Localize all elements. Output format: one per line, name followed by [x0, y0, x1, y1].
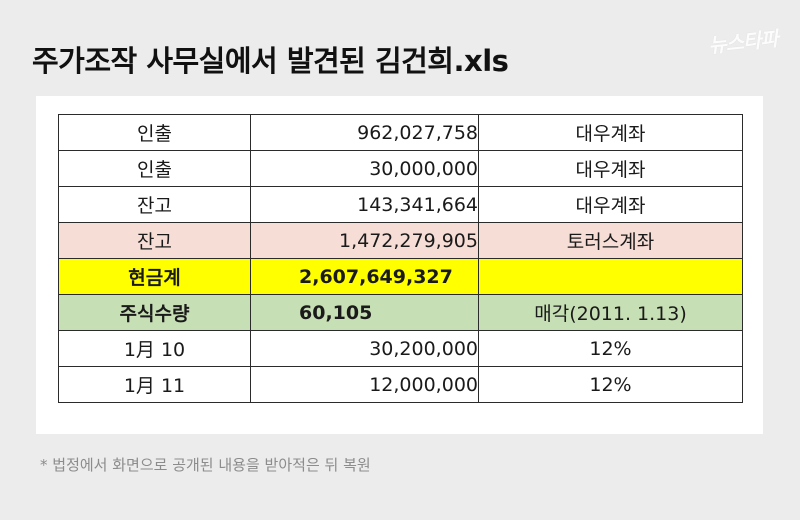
- row-amount-cell: 30,000,000: [250, 150, 479, 187]
- row-label-cell: 주식수량: [58, 294, 251, 331]
- row-label-cell: 1月 11: [58, 366, 251, 403]
- row-note-cell: 12%: [478, 366, 743, 403]
- row-note-cell: 대우계좌: [478, 186, 743, 223]
- row-label-cell: 인출: [58, 150, 251, 187]
- table-row: 인출 30,000,000 대우계좌: [58, 150, 743, 187]
- row-note-cell: 12%: [478, 330, 743, 367]
- table-row-cash-total: 현금계 2,607,649,327: [58, 258, 743, 295]
- row-note-cell: 대우계좌: [478, 150, 743, 187]
- row-note-cell: 대우계좌: [478, 114, 743, 151]
- row-label-cell: 잔고: [58, 222, 251, 259]
- row-amount-cell: 2,607,649,327: [250, 258, 479, 295]
- row-amount-cell: 1,472,279,905: [250, 222, 479, 259]
- newstapa-logo: 뉴스타파: [707, 26, 780, 58]
- spreadsheet-table: 인출 962,027,758 대우계좌 인출 30,000,000 대우계좌 잔…: [58, 114, 743, 403]
- row-amount-cell: 962,027,758: [250, 114, 479, 151]
- page-title: 주가조작 사무실에서 발견된 김건희.xls: [32, 44, 509, 78]
- row-amount-cell: 60,105: [250, 294, 479, 331]
- table-row: 1月 10 30,200,000 12%: [58, 330, 743, 367]
- row-note-cell: [478, 258, 743, 295]
- row-label-cell: 잔고: [58, 186, 251, 223]
- row-amount-cell: 143,341,664: [250, 186, 479, 223]
- row-amount-cell: 30,200,000: [250, 330, 479, 367]
- table-row: 1月 11 12,000,000 12%: [58, 366, 743, 403]
- spreadsheet-card: 인출 962,027,758 대우계좌 인출 30,000,000 대우계좌 잔…: [36, 96, 763, 434]
- row-note-cell: 토러스계좌: [478, 222, 743, 259]
- table-row-share-count: 주식수량 60,105 매각(2011. 1.13): [58, 294, 743, 331]
- row-label-cell: 인출: [58, 114, 251, 151]
- row-label-cell: 1月 10: [58, 330, 251, 367]
- row-amount-cell: 12,000,000: [250, 366, 479, 403]
- table-row: 인출 962,027,758 대우계좌: [58, 114, 743, 151]
- row-label-cell: 현금계: [58, 258, 251, 295]
- table-row-torus-balance: 잔고 1,472,279,905 토러스계좌: [58, 222, 743, 259]
- row-note-cell: 매각(2011. 1.13): [478, 294, 743, 331]
- source-footnote: * 법정에서 화면으로 공개된 내용을 받아적은 뒤 복원: [40, 456, 371, 474]
- table-row: 잔고 143,341,664 대우계좌: [58, 186, 743, 223]
